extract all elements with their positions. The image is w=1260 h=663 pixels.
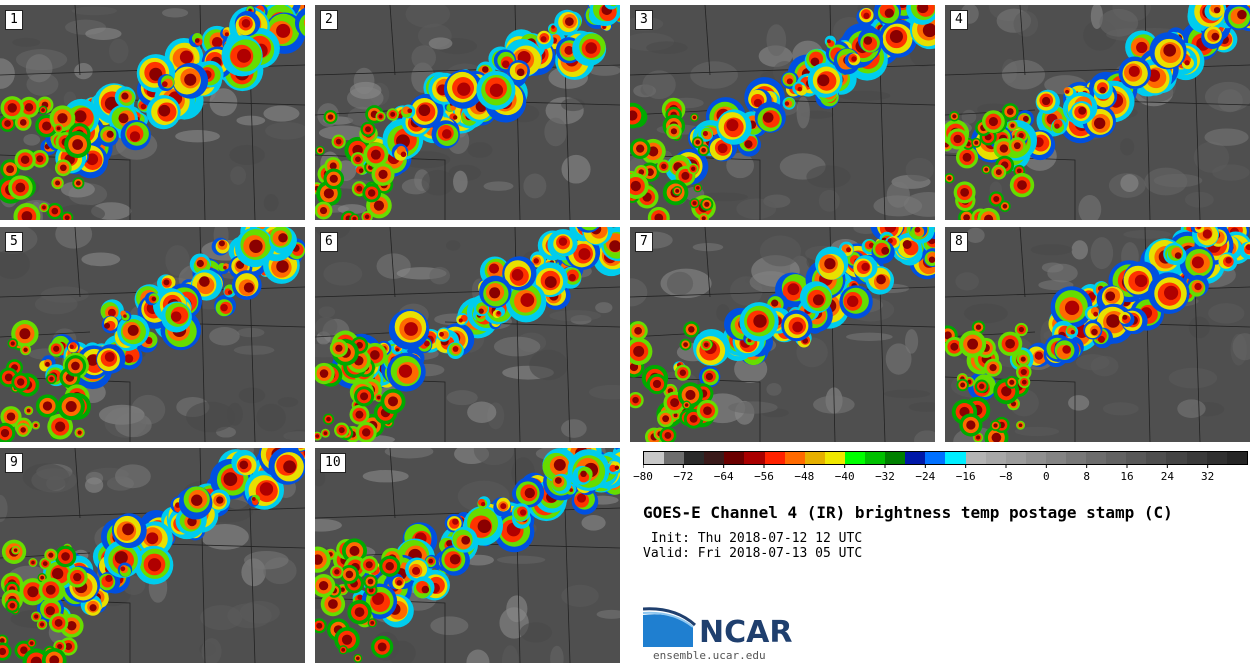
map-panel: 10 — [315, 448, 620, 663]
colorbar-tick-label: 24 — [1160, 470, 1174, 483]
map-panel: 7 — [630, 227, 935, 442]
colorbar-segment — [1186, 452, 1207, 464]
colorbar-segment — [1086, 452, 1107, 464]
colorbar-segment — [865, 452, 886, 464]
colorbar-segment — [684, 452, 705, 464]
colorbar-tick-label: −64 — [713, 470, 734, 483]
colorbar-tick-label: 0 — [1043, 470, 1050, 483]
colorbar-segment — [985, 452, 1006, 464]
colorbar-tick-label: −8 — [999, 470, 1013, 483]
colorbar-segment — [1126, 452, 1147, 464]
map-panel: 2 — [315, 5, 620, 220]
colorbar-segment — [1005, 452, 1026, 464]
satellite-map — [315, 5, 620, 220]
satellite-map — [315, 227, 620, 442]
map-panel: 8 — [945, 227, 1250, 442]
colorbar-tick-label: −48 — [794, 470, 815, 483]
colorbar-tick-label: −24 — [915, 470, 936, 483]
panel-label: 4 — [950, 10, 968, 30]
colorbar-segment — [784, 452, 805, 464]
ncar-logo-icon — [643, 607, 697, 647]
colorbar-tick-marks — [643, 464, 1209, 468]
satellite-map — [0, 448, 305, 663]
map-panel: 3 — [630, 5, 935, 220]
satellite-map — [945, 227, 1250, 442]
logo-text: NCAR — [699, 615, 793, 650]
colorbar-segment — [965, 452, 986, 464]
colorbar-segment — [1146, 452, 1167, 464]
colorbar-tick-label: −80 — [633, 470, 653, 483]
satellite-map — [0, 5, 305, 220]
init-time: Init: Thu 2018-07-12 12 UTC — [643, 531, 863, 546]
satellite-map — [315, 448, 620, 663]
map-panel: 1 — [0, 5, 305, 220]
colorbar-segment — [744, 452, 765, 464]
colorbar-tick-label: 16 — [1120, 470, 1134, 483]
colorbar-segment — [1045, 452, 1066, 464]
panel-label: 5 — [5, 232, 23, 252]
colorbar-tick-label: −56 — [754, 470, 774, 483]
colorbar-segment — [885, 452, 906, 464]
colorbar-segment — [1106, 452, 1127, 464]
valid-time: Valid: Fri 2018-07-13 05 UTC — [643, 546, 863, 561]
colorbar-segment — [905, 452, 926, 464]
map-panel: 4 — [945, 5, 1250, 220]
satellite-map — [0, 227, 305, 442]
colorbar-tick-label: −16 — [955, 470, 976, 483]
colorbar-segment — [724, 452, 745, 464]
panel-label: 8 — [950, 232, 968, 252]
colorbar-segment — [644, 452, 665, 464]
colorbar-segment — [1226, 452, 1247, 464]
colorbar-segment — [1025, 452, 1046, 464]
panel-label: 2 — [320, 10, 338, 30]
colorbar-segment — [945, 452, 966, 464]
map-panel: 6 — [315, 227, 620, 442]
satellite-map — [630, 5, 935, 220]
logo-url: ensemble.ucar.edu — [653, 649, 766, 662]
map-panel: 9 — [0, 448, 305, 663]
colorbar-segment — [844, 452, 866, 464]
colorbar-segment — [1166, 452, 1187, 464]
colorbar-segment — [925, 452, 946, 464]
colorbar-tick-label: −32 — [875, 470, 895, 483]
colorbar-segment — [764, 452, 785, 464]
panel-label: 1 — [5, 10, 23, 30]
satellite-map — [630, 227, 935, 442]
panel-label: 10 — [320, 453, 346, 473]
colorbar-tick-label: 8 — [1083, 470, 1090, 483]
colorbar-segment — [1206, 452, 1227, 464]
colorbar-tick-label: −72 — [673, 470, 694, 483]
colorbar — [643, 451, 1248, 465]
colorbar-segment — [704, 452, 725, 464]
panel-label: 9 — [5, 453, 23, 473]
figure-title: GOES-E Channel 4 (IR) brightness temp po… — [643, 503, 1173, 522]
colorbar-segment — [824, 452, 845, 464]
colorbar-segment — [664, 452, 685, 464]
colorbar-tick-label: 32 — [1201, 470, 1215, 483]
map-panel: 5 — [0, 227, 305, 442]
satellite-map — [945, 5, 1250, 220]
colorbar-segment — [804, 452, 825, 464]
colorbar-segment — [1065, 452, 1087, 464]
panel-label: 7 — [635, 232, 653, 252]
panel-label: 3 — [635, 10, 653, 30]
colorbar-tick-label: −40 — [834, 470, 855, 483]
panel-label: 6 — [320, 232, 338, 252]
